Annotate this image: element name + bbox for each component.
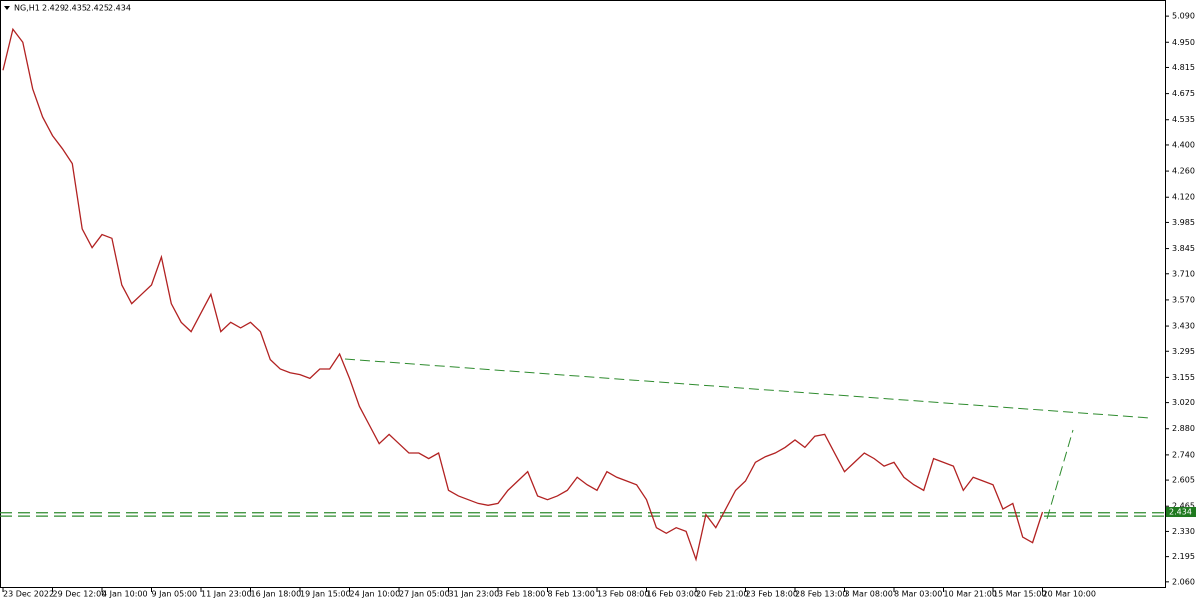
y-tick-label: 4.675 [1172,89,1195,98]
y-tick-label: 2.605 [1172,476,1195,485]
x-tick-label: 9 Jan 05:00 [152,590,198,599]
x-tick-label: 3 Feb 18:00 [498,590,545,599]
price-tag [1166,507,1196,518]
y-tick-label: 3.155 [1172,373,1195,382]
x-tick-label: 8 Mar 03:00 [894,590,942,599]
y-tick-label: 4.400 [1172,140,1195,149]
x-tick-label: 31 Jan 23:00 [449,590,500,599]
y-tick-label: 4.120 [1172,193,1195,202]
x-tick-label: 28 Feb 13:00 [795,590,847,599]
y-tick-label: 3.710 [1172,269,1195,278]
x-tick-label: 8 Feb 13:00 [548,590,595,599]
x-tick-label: 4 Jan 10:00 [102,590,148,599]
high: 2.435 [64,4,87,13]
y-tick-label: 2.060 [1172,577,1195,586]
x-tick-label: 20 Feb 21:00 [696,590,748,599]
x-tick-label: 13 Feb 08:00 [597,590,649,599]
y-tick-label: 3.570 [1172,295,1195,304]
plot-frame [0,0,1166,588]
y-tick-label: 4.950 [1172,38,1195,47]
x-tick-label: 11 Jan 23:00 [201,590,252,599]
x-tick-label: 29 Dec 12:00 [53,590,107,599]
x-tick-label: 16 Feb 03:00 [647,590,699,599]
projection-line [1046,429,1074,520]
x-tick-label: 23 Feb 18:00 [746,590,798,599]
y-tick-label: 2.330 [1172,527,1195,536]
y-tick-label: 2.740 [1172,450,1195,459]
low: 2.425 [86,4,109,13]
menu-arrow[interactable] [4,6,10,10]
x-tick-label: 19 Jan 15:00 [300,590,351,599]
y-tick-label: 4.260 [1172,167,1195,176]
x-tick-label: 16 Jan 18:00 [251,590,302,599]
x-tick-label: 24 Jan 10:00 [350,590,401,599]
y-tick-label: 3.295 [1172,347,1195,356]
x-tick-label: 15 Mar 15:00 [993,590,1046,599]
price-line [2,27,1044,562]
y-tick-label: 3.430 [1172,322,1195,331]
y-tick-label: 2.880 [1172,424,1195,433]
x-tick-label: 10 Mar 21:00 [944,590,997,599]
y-tick-label: 5.090 [1172,12,1195,21]
y-tick-label: 2.465 [1172,502,1195,511]
open: 2.429 [42,4,65,13]
y-tick-label: 4.535 [1172,115,1195,124]
y-tick-label: 3.985 [1172,218,1195,227]
x-tick-label: 23 Dec 2022 [3,590,54,599]
x-tick-label: 20 Mar 10:00 [1043,590,1096,599]
x-tick-label: 3 Mar 08:00 [845,590,893,599]
symbol: NG,H1 [14,4,40,13]
y-tick-label: 2.195 [1172,552,1195,561]
y-tick-label: 3.020 [1172,398,1195,407]
resistance-trendline [344,358,1151,419]
x-tick-label: 27 Jan 05:00 [399,590,450,599]
y-tick-label: 4.815 [1172,63,1195,72]
close: 2.434 [108,4,131,13]
price-tag-label: 2.434 [1169,508,1192,517]
y-tick-label: 3.845 [1172,244,1195,253]
